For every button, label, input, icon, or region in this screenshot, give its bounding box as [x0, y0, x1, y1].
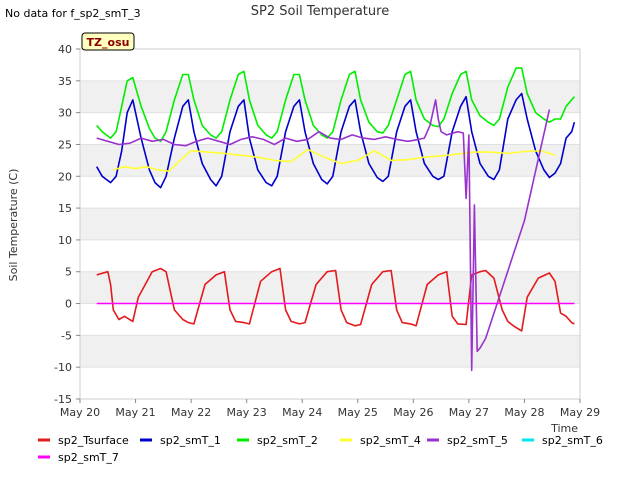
x-tick-label: May 29	[560, 406, 600, 419]
y-tick-label: 20	[58, 170, 72, 183]
no-data-note: No data for f_sp2_smT_3	[5, 7, 141, 20]
grid-band	[80, 335, 580, 368]
y-tick-label: -15	[54, 393, 72, 406]
y-tick-label: 25	[58, 138, 72, 151]
legend-label-sp2_Tsurface: sp2_Tsurface	[58, 434, 129, 447]
series-layer	[96, 67, 576, 372]
x-tick-label: May 20	[60, 406, 100, 419]
y-tick-label: 10	[58, 234, 72, 247]
legend-label-sp2_smT_7: sp2_smT_7	[58, 451, 119, 464]
x-tick-label: May 28	[504, 406, 544, 419]
y-axis-ticks: -15 -10 -5 0 5 10 15 20 25 30 35 40	[54, 43, 80, 406]
y-tick-label: 5	[65, 266, 72, 279]
legend-label-sp2_smT_4: sp2_smT_4	[360, 434, 421, 447]
x-tick-label: May 23	[227, 406, 267, 419]
y-tick-label: -10	[54, 361, 72, 374]
grid-band	[80, 271, 580, 304]
series-line-sp2_smT_4	[113, 148, 556, 172]
legend-label-sp2_smT_5: sp2_smT_5	[447, 434, 508, 447]
x-axis-label: Time	[550, 422, 578, 435]
tz-badge-label: TZ_osu	[87, 36, 130, 49]
x-tick-label: May 27	[449, 406, 489, 419]
plot-frame	[79, 48, 581, 400]
x-tick-label: May 25	[338, 406, 378, 419]
grid-band	[80, 208, 580, 240]
series-line-sp2_smT_5	[96, 99, 551, 372]
series-line-sp2_smT_2	[96, 67, 576, 143]
x-tick-label: May 21	[115, 406, 155, 419]
grid-band	[80, 80, 580, 113]
x-axis-ticks: May 20 May 21 May 22 May 23 May 24 May 25 May …	[60, 399, 600, 419]
legend-label-sp2_smT_1: sp2_smT_1	[160, 434, 221, 447]
grid-band	[80, 144, 580, 177]
y-axis-label: Soil Temperature (C)	[7, 169, 20, 282]
y-tick-label: 0	[65, 298, 72, 311]
series-line-sp2_Tsurface	[96, 267, 575, 332]
x-tick-label: May 24	[282, 406, 322, 419]
y-tick-label: 35	[58, 75, 72, 88]
plot-background	[80, 48, 580, 400]
y-tick-label: 15	[58, 202, 72, 215]
legend: sp2_Tsurface sp2_smT_1 sp2_smT_2 sp2_smT_4 s…	[38, 434, 603, 464]
tz-badge-box	[81, 32, 135, 51]
legend-label-sp2_smT_2: sp2_smT_2	[257, 434, 318, 447]
x-tick-label: May 26	[393, 406, 433, 419]
x-tick-label: May 22	[171, 406, 211, 419]
legend-label-sp2_smT_6: sp2_smT_6	[542, 434, 603, 447]
y-tick-label: -5	[61, 329, 72, 342]
y-tick-label: 30	[58, 107, 72, 120]
chart-title: SP2 Soil Temperature	[251, 4, 389, 19]
y-tick-label: 40	[58, 43, 72, 56]
tz-badge: TZ_osu	[81, 32, 135, 51]
